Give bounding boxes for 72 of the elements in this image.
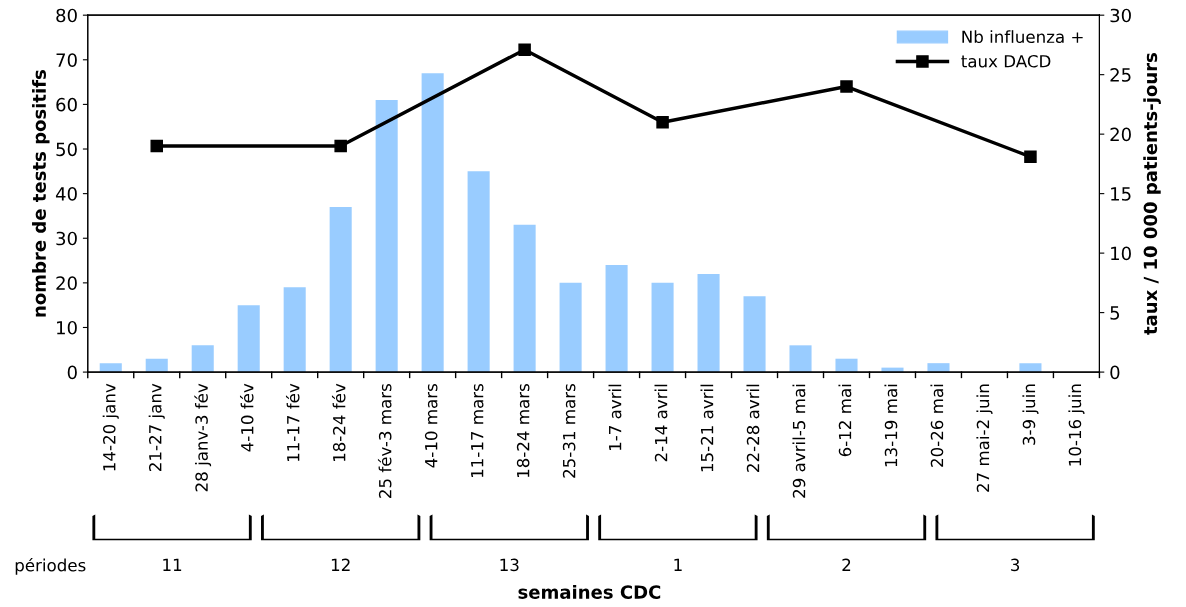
text: 12	[331, 558, 350, 571]
bar	[605, 265, 628, 373]
y2-tick-label: 0	[1110, 365, 1120, 380]
point	[518, 43, 531, 56]
x-tick-label: 22-28 avril	[746, 384, 760, 472]
y-tick-label: 40	[55, 187, 77, 201]
x-tick-label: 13-19 mai	[884, 384, 898, 467]
y-tick-label: 10	[57, 320, 77, 335]
point	[840, 80, 853, 93]
x-tick-label: 1-7 avril	[608, 384, 622, 451]
x-tick-label: 15-21 avril	[700, 384, 714, 472]
text: 1	[674, 558, 682, 571]
x-tick-label: 20-26 mai	[930, 384, 944, 467]
legend-label: taux DACD	[961, 54, 1051, 68]
y-axis-title: nombre de tests positifs	[32, 70, 50, 317]
y-tick-label: 0	[67, 365, 77, 380]
y-tick-label: 30	[56, 231, 77, 246]
y-tick-label: 60	[56, 97, 77, 112]
text: 13	[500, 558, 519, 572]
x-tick-label: 10-16 juin	[1068, 384, 1085, 466]
bar	[835, 358, 858, 373]
x-tick-label: 29 avril-5 mai	[792, 384, 806, 498]
x-tick-label: 3-9 juin	[1022, 384, 1039, 445]
x-tick-label: 21-27 janv	[148, 383, 165, 471]
y2-tick-label: 10	[1111, 246, 1131, 261]
y-tick-label: 50	[56, 142, 77, 157]
text: périodes	[15, 557, 86, 575]
x-tick-label: 11-17 fév	[285, 383, 300, 462]
y2-tick-label: 20	[1110, 127, 1131, 142]
y-tick-label: 70	[56, 53, 77, 67]
y2-tick-label: 15	[1111, 187, 1131, 201]
x-tick-label: 25-31 mars	[562, 384, 576, 478]
bar	[283, 287, 306, 373]
bar	[697, 273, 720, 373]
y-tick-label: 80	[56, 8, 77, 23]
y2-tick-label: 30	[1110, 8, 1131, 23]
bar	[927, 363, 950, 373]
point	[334, 139, 347, 153]
y-tick-label: 20	[56, 276, 77, 290]
bar	[559, 282, 582, 373]
bar	[191, 345, 214, 373]
bar	[743, 296, 766, 373]
x-tick-label: 11-17 mars	[471, 384, 484, 478]
y2-tick-label: 5	[1110, 306, 1120, 320]
bar	[789, 345, 812, 373]
text: 11	[163, 558, 182, 571]
text: 3	[1011, 558, 1020, 572]
x-tick-label: 14-20 janv	[102, 383, 119, 471]
point	[150, 139, 163, 153]
x-tick-label: 18-24 fév	[331, 383, 346, 462]
bar	[329, 207, 352, 373]
x-tick-label: 4-10 fév	[239, 383, 254, 452]
point	[656, 115, 669, 129]
y2-axis-title: taux / 10 000 patients-jours	[1143, 53, 1161, 335]
x-tick-label: 25 fév-3 mars	[377, 384, 392, 498]
bar	[237, 305, 260, 373]
x-tick-label: 28 janv-3 fév	[194, 383, 212, 492]
bar	[651, 282, 674, 373]
x-tick-label: 18-24 mars	[516, 384, 530, 478]
bar	[421, 73, 444, 373]
bar	[513, 224, 536, 373]
y2-tick-label: 25	[1110, 68, 1131, 82]
x-tick-label: 6-12 mai	[838, 384, 852, 457]
x-tick-label: 2-14 avril	[654, 384, 668, 462]
text: 2	[842, 558, 851, 571]
x-axis-title: semaines CDC	[518, 584, 661, 599]
legend-label: Nb influenza +	[962, 30, 1083, 44]
bar	[375, 99, 398, 373]
point	[1024, 150, 1037, 164]
bar	[467, 171, 490, 373]
x-tick-label: 4-10 mars	[424, 384, 438, 468]
x-tick-label: 27 mai-2 juin	[976, 384, 993, 492]
